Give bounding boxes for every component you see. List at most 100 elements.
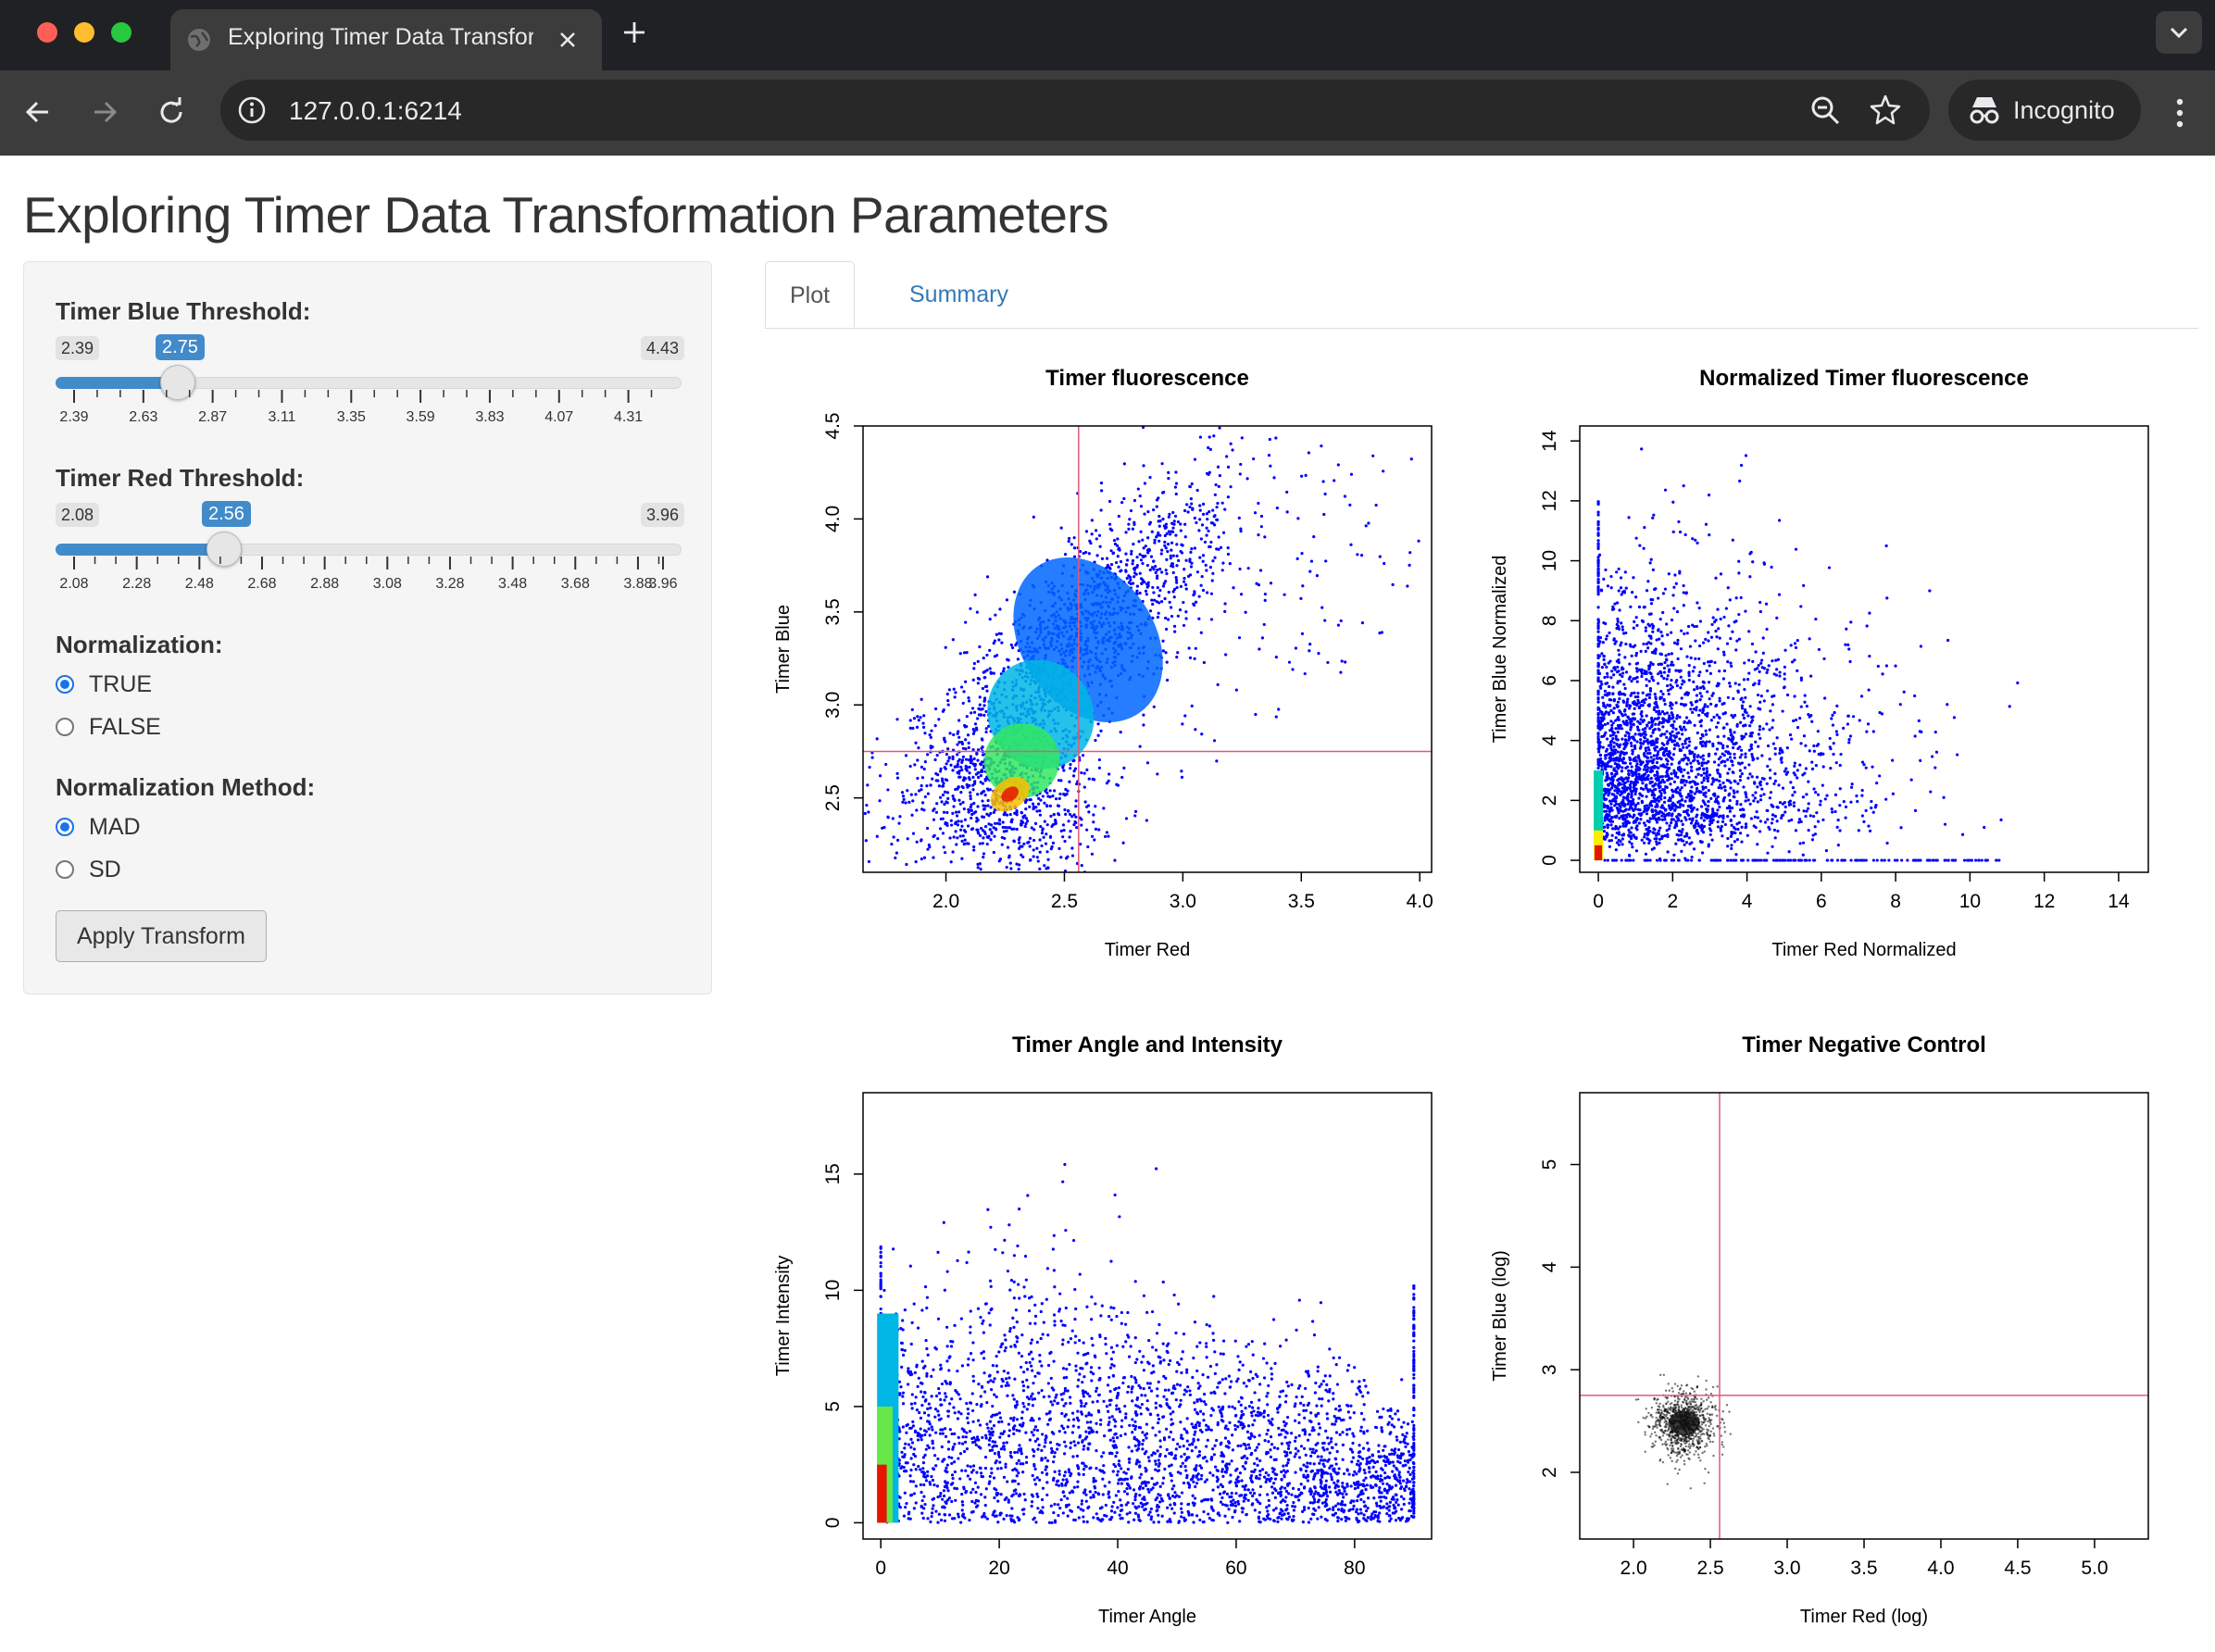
scatter-point [1609,720,1613,723]
scatter-point [1187,646,1191,650]
scatter-point [1768,757,1771,761]
radio-circle[interactable] [56,818,74,836]
scatter-point [1210,579,1214,582]
scatter-point [997,907,1000,910]
scatter-point [1127,527,1131,531]
scatter-point [1116,555,1120,558]
red-slider-handle[interactable] [206,532,242,567]
new-tab-icon[interactable] [622,20,646,44]
browser-tab[interactable]: Exploring Timer Data Transfor [170,9,602,70]
scatter-point [1617,625,1621,629]
scatter-point [1700,827,1704,831]
scatter-point [1824,849,1828,853]
scatter-point [1692,806,1696,809]
scatter-point [1885,841,1889,845]
scatter-point [929,745,932,748]
page-title: Exploring Timer Data Transformation Para… [23,186,1109,244]
scatter-point [934,810,939,814]
y-tick-label: 3.0 [822,692,844,719]
scatter-point [1194,600,1198,604]
scatter-point [946,796,950,800]
scatter-point [952,687,956,691]
scatter-point [1884,797,1888,801]
scatter-point [1733,742,1736,746]
scatter-point [1631,717,1634,720]
close-window-icon[interactable] [37,22,57,43]
scatter-point [1038,838,1042,842]
scatter-point [1164,580,1168,583]
scatter-point [1309,559,1314,563]
incognito-chip[interactable]: Incognito [1948,80,2141,141]
scatter-point [1161,584,1166,588]
forward-icon[interactable] [89,96,120,128]
scatter-point [992,810,995,814]
more-menu-icon[interactable] [2171,96,2189,130]
scatter-point [1670,762,1673,766]
scatter-point [1131,582,1135,585]
scatter-point [1742,807,1746,812]
site-info-icon[interactable] [237,95,267,125]
scatter-point [1174,533,1178,537]
scatter-point [1634,818,1639,821]
scatter-point [1226,465,1231,469]
scatter-point [1666,774,1671,779]
scatter-point [1705,767,1708,770]
scatter-point [1627,707,1632,710]
scatter-point [1142,723,1145,727]
scatter-point [1154,565,1158,569]
scatter-point [1644,784,1648,788]
scatter-point [1810,838,1815,842]
bookmark-star-icon[interactable] [1869,94,1902,127]
scatter-point [1683,728,1687,732]
scatter-point [895,851,899,855]
tab-search-icon[interactable] [2156,11,2202,54]
scatter-point [1045,804,1049,807]
scatter-point [1695,624,1698,629]
tab-plot[interactable]: Plot [765,261,856,328]
scatter-point [988,648,992,652]
scatter-point [1623,686,1627,691]
scatter-point [1045,867,1048,870]
zoom-icon[interactable] [1809,94,1841,126]
radio-circle[interactable] [56,675,74,694]
scatter-point [1694,775,1698,779]
apply-transform-button[interactable]: Apply Transform [56,910,267,962]
scatter-point [1712,792,1717,795]
scatter-point [1719,829,1723,832]
scatter-point [1602,654,1606,658]
scatter-point [1670,821,1673,825]
scatter-point [1612,741,1616,745]
scatter-point [1733,752,1736,757]
tab-summary[interactable]: Summary [909,282,1008,307]
scatter-point [1749,817,1753,820]
scatter-point [1756,800,1759,804]
maximize-window-icon[interactable] [111,22,131,43]
scatter-point [1690,769,1694,773]
scatter-point [991,882,994,884]
scatter-point [894,856,897,860]
scatter-point [965,769,969,772]
scatter-point [1106,563,1109,568]
close-tab-icon[interactable] [557,30,578,50]
scatter-point [1636,807,1640,811]
reload-icon[interactable] [156,96,187,128]
scatter-point [1785,693,1790,697]
minimize-window-icon[interactable] [74,22,94,43]
scatter-point [1680,629,1683,632]
radio-circle[interactable] [56,718,74,736]
radio-circle[interactable] [56,860,74,879]
scatter-point [1689,804,1693,807]
back-icon[interactable] [22,96,54,128]
scatter-point [960,760,964,765]
scatter-point [1164,651,1168,655]
scatter-point [1792,801,1796,805]
scatter-point [1898,703,1902,707]
scatter-point [1662,670,1667,674]
address-bar[interactable]: 127.0.0.1:6214 [220,80,1930,141]
scatter-point [1605,771,1608,775]
scatter-point [1197,529,1201,532]
globe-icon [188,29,210,51]
scatter-point [1237,516,1241,519]
scatter-point [1655,760,1659,765]
scatter-point [1348,503,1352,507]
